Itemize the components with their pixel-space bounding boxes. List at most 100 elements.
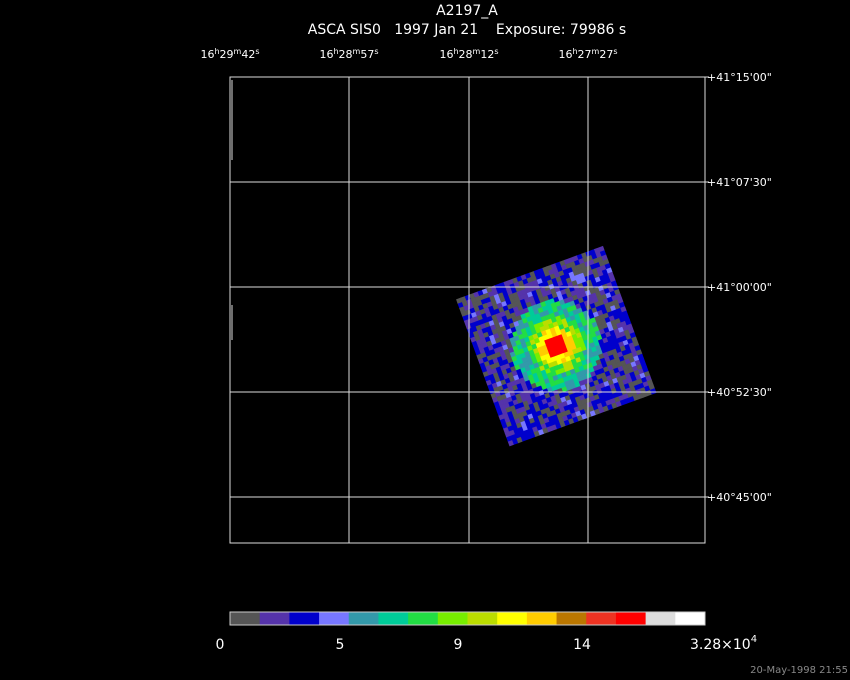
image-pixel bbox=[575, 410, 582, 417]
image-pixel bbox=[543, 309, 550, 317]
image-pixel bbox=[516, 329, 523, 336]
image-pixel bbox=[557, 348, 564, 356]
image-pixel bbox=[532, 279, 539, 287]
image-pixel bbox=[616, 376, 623, 383]
image-pixel bbox=[592, 365, 600, 372]
image-pixel bbox=[582, 295, 589, 303]
image-pixel bbox=[581, 334, 589, 342]
image-pixel bbox=[574, 327, 581, 335]
image-pixel bbox=[492, 372, 500, 379]
image-pixel bbox=[550, 287, 557, 295]
image-pixel bbox=[614, 357, 621, 364]
image-pixel bbox=[511, 316, 519, 323]
image-pixel bbox=[537, 428, 545, 436]
image-pixel bbox=[600, 279, 608, 286]
image-pixel bbox=[605, 306, 613, 314]
image-pixel bbox=[615, 293, 622, 300]
image-pixel bbox=[528, 363, 536, 371]
image-pixel bbox=[606, 374, 613, 382]
image-pixel bbox=[599, 396, 606, 404]
image-pixel bbox=[624, 358, 631, 365]
image-pixel bbox=[510, 312, 517, 319]
image-pixel bbox=[537, 399, 544, 407]
image-pixel bbox=[508, 293, 515, 300]
image-pixel bbox=[502, 305, 510, 312]
image-pixel bbox=[468, 292, 476, 300]
image-pixel bbox=[539, 418, 546, 426]
image-pixel bbox=[507, 410, 514, 418]
image-pixel bbox=[599, 289, 606, 296]
image-pixel bbox=[526, 316, 533, 323]
colorbar-swatch bbox=[319, 612, 350, 625]
image-pixel bbox=[539, 311, 546, 318]
image-pixel bbox=[646, 379, 654, 386]
image-pixel bbox=[619, 330, 626, 338]
image-pixel bbox=[621, 310, 629, 317]
ra-label: 16h28m12s bbox=[439, 47, 498, 61]
image-pixel bbox=[481, 341, 489, 349]
image-pixel bbox=[511, 355, 518, 363]
image-pixel bbox=[588, 405, 595, 413]
image-pixel bbox=[550, 356, 557, 363]
image-pixel bbox=[602, 337, 609, 344]
image-pixel bbox=[489, 309, 497, 317]
image-pixel bbox=[540, 315, 548, 323]
image-pixel bbox=[523, 361, 530, 368]
image-pixel bbox=[526, 384, 534, 391]
ra-label-part: s bbox=[374, 47, 378, 56]
image-pixel bbox=[573, 298, 581, 306]
image-pixel bbox=[558, 392, 566, 399]
image-pixel bbox=[590, 292, 598, 299]
image-pixel bbox=[584, 314, 591, 321]
image-pixel bbox=[477, 343, 485, 350]
image-pixel bbox=[503, 426, 510, 434]
image-pixel bbox=[542, 280, 550, 288]
ra-label-part: s bbox=[613, 47, 617, 56]
image-pixel bbox=[575, 278, 583, 285]
image-pixel bbox=[508, 307, 515, 315]
image-pixel bbox=[513, 374, 520, 381]
image-pixel bbox=[579, 408, 586, 416]
image-pixel bbox=[508, 347, 515, 354]
image-pixel bbox=[517, 358, 524, 365]
image-pixel bbox=[570, 290, 577, 297]
image-pixel bbox=[520, 367, 527, 374]
image-pixel bbox=[581, 413, 588, 420]
image-pixel bbox=[495, 405, 502, 412]
image-pixel bbox=[541, 276, 548, 283]
image-pixel bbox=[537, 267, 545, 275]
image-pixel bbox=[549, 326, 557, 334]
image-pixel bbox=[592, 311, 600, 318]
ra-label-part: h bbox=[572, 47, 577, 56]
image-pixel bbox=[530, 382, 538, 390]
image-pixel bbox=[603, 287, 611, 295]
image-pixel bbox=[498, 374, 506, 382]
image-pixel bbox=[566, 345, 573, 352]
image-pixel bbox=[519, 284, 526, 291]
image-pixel bbox=[565, 370, 572, 377]
ra-label: 16h28m57s bbox=[319, 47, 378, 61]
image-pixel bbox=[638, 382, 645, 390]
image-pixel bbox=[537, 292, 544, 299]
image-pixel bbox=[543, 270, 551, 278]
image-pixel bbox=[591, 321, 599, 328]
image-pixel bbox=[502, 290, 509, 298]
image-pixel bbox=[521, 288, 528, 296]
image-pixel bbox=[516, 368, 523, 376]
image-pixel bbox=[636, 378, 644, 385]
image-pixel bbox=[650, 388, 657, 395]
image-pixel bbox=[594, 408, 601, 415]
image-pixel bbox=[537, 414, 544, 421]
image-pixel bbox=[570, 304, 578, 312]
image-pixel bbox=[612, 377, 619, 385]
image-pixel bbox=[487, 291, 495, 298]
image-pixel bbox=[512, 438, 519, 445]
image-pixel bbox=[558, 377, 565, 385]
image-pixel bbox=[598, 353, 605, 360]
image-pixel bbox=[565, 384, 573, 392]
image-pixel bbox=[512, 413, 520, 421]
image-pixel bbox=[563, 336, 570, 344]
image-pixel bbox=[642, 366, 649, 374]
image-pixel bbox=[569, 261, 577, 268]
image-pixel bbox=[476, 339, 483, 346]
